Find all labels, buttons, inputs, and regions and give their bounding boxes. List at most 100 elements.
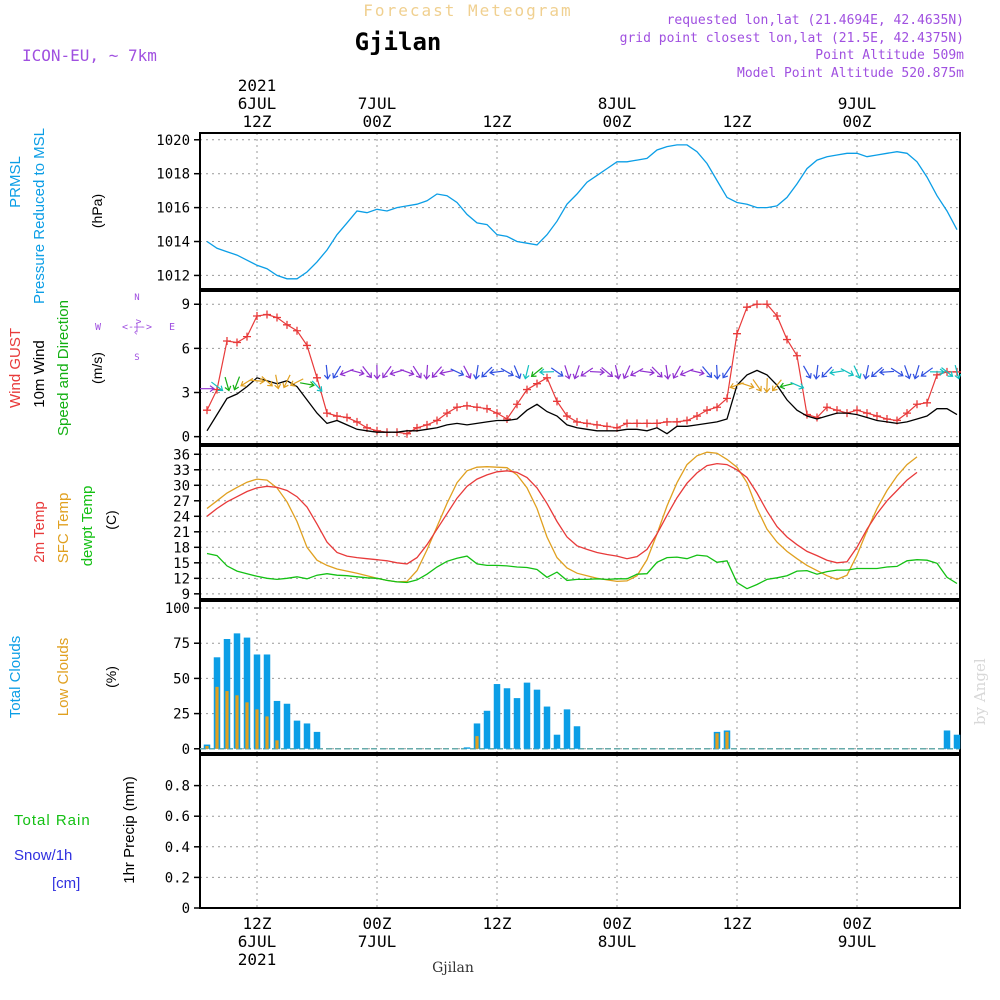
panel-label: Low Clouds [55,638,72,716]
arrow-shape [890,367,904,377]
wind-direction-arrow [350,369,365,377]
arrow-shape [450,368,465,377]
wind-direction-arrow [890,367,904,377]
arrow-shape [829,369,845,376]
grid-point-coords: grid point closest lon,lat (21.5E, 42.43… [620,31,964,46]
arrow-shape [690,369,705,377]
gust-marker [543,373,551,382]
wind-direction-arrow [332,365,342,379]
gust-marker [503,414,511,423]
arrow-shape [311,380,323,392]
panel-label: PRMSL [7,156,24,208]
arrow-shape [862,364,870,380]
gust-marker [303,341,311,350]
total-cloud-bar [293,720,301,749]
y-tick-label: 1014 [156,235,190,251]
wind-direction-arrow [240,377,254,387]
arrow-shape [423,364,431,380]
pressure-line [206,144,958,280]
gust-marker [563,412,571,421]
arrow-shape [274,374,282,390]
gust-marker [743,303,751,312]
y-tick-label: 9 [182,587,190,603]
chart-title: Forecast Meteogram [363,1,572,20]
y-tick-label: 0.6 [165,809,190,825]
arrow-shape [339,368,354,377]
gust-marker [523,385,531,394]
time-label: 2021 [238,76,277,95]
panel-label: (C) [103,510,119,529]
arrow-shape [211,381,224,392]
gust-marker [493,409,501,418]
wind-direction-arrow [249,377,265,385]
gust-marker [323,409,331,418]
gust-marker [533,379,541,388]
wind-direction-arrow [929,368,945,376]
panel-precip: 0 0.2 0.4 0.6 0.8 Total Rain Snow/1h [cm] 1hr Pr… [14,754,961,917]
wind-direction-arrow [813,364,821,380]
time-label: 7JUL [358,94,397,113]
low-cloud-bar [225,691,229,749]
rose-w: W [95,322,102,333]
wind-direction-arrow [580,367,594,377]
time-label: 00Z [363,112,392,131]
arrow-shape [614,364,622,380]
wind-direction-arrow [771,379,782,392]
total-cloud-bar [463,747,471,749]
gust-marker [773,312,781,321]
wind-direction-arrow [601,366,614,378]
wind-direction-arrow [763,378,771,394]
time-label: 6JUL [238,932,277,951]
legend-snow-unit: [cm] [52,875,80,892]
wind-direction-arrow [954,364,962,380]
gust-marker [573,417,581,426]
arrow-shape [500,367,514,377]
arrow-shape [530,367,543,377]
panel-label: 1hr Precip (mm) [121,776,138,884]
wind-direction-arrow [224,376,232,392]
wind-direction-arrow [920,367,934,377]
low-cloud-bar [715,733,719,749]
wind-direction-arrow [622,365,631,380]
gust-marker [863,409,871,418]
gust-marker [923,398,931,407]
arrow-shape [713,364,721,380]
arrow-shape [813,364,821,380]
time-label: 00Z [843,112,872,131]
wind-direction-arrow [589,368,605,376]
arrow-shape [651,366,663,378]
wind-direction-arrow [752,379,762,392]
y-tick-label: 24 [173,509,190,525]
gust-marker [723,394,731,403]
y-tick-label: 0.4 [165,840,190,856]
wind-direction-arrow [651,366,663,378]
wind-direction-arrow [539,368,555,376]
wind-direction-arrow [289,378,304,387]
wind-direction-arrow [489,368,505,376]
gust-marker [663,417,671,426]
low-cloud-bar [475,736,479,749]
time-label: 00Z [603,112,632,131]
gust-marker [263,310,271,319]
arrow-shape [702,366,713,379]
arrow-shape [489,368,505,376]
time-label: 8JUL [598,94,637,113]
gust-marker [733,329,741,338]
total-cloud-bar [513,698,521,749]
arrow-shape [431,366,443,378]
direction-rose: N S W E <-|->^|v [95,293,175,363]
legend-total-rain: Total Rain [14,812,91,829]
total-cloud-bar [953,734,961,749]
arrow-shape [389,369,404,377]
total-cloud-bar [483,710,491,749]
total-cloud-bar [573,726,581,749]
panel-clouds: 0 25 50 75 100 Total Clouds Low Clouds (%) [7,600,961,758]
low-cloud-bar [235,695,239,749]
wind-direction-arrow [690,369,705,377]
wind-direction-arrow [211,381,224,392]
gust-marker [283,320,291,329]
y-tick-label: 6 [182,341,190,357]
rose-e: E [169,322,175,333]
gust-marker [483,404,491,413]
